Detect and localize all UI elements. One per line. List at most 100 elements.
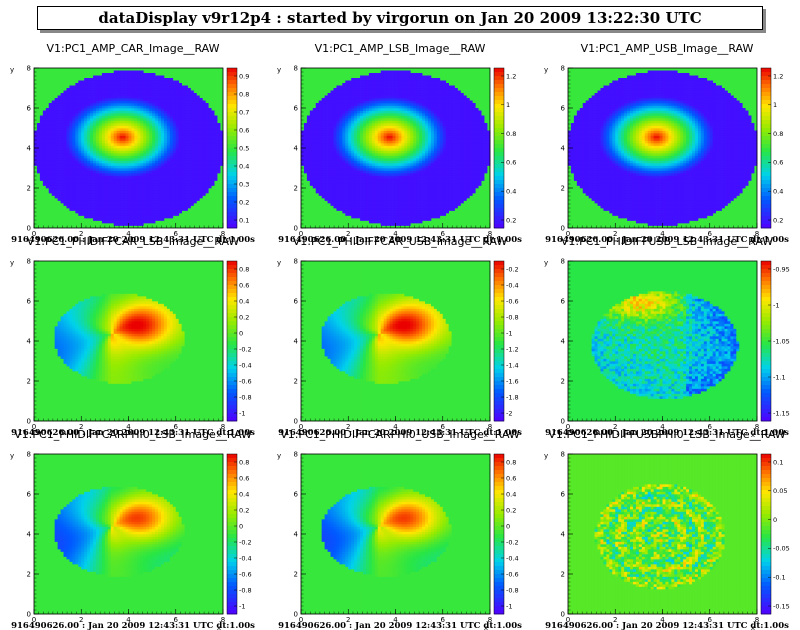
heatmap-cell xyxy=(87,123,90,126)
heatmap-cell xyxy=(140,98,143,101)
heatmap-cell xyxy=(354,201,357,204)
heatmap-cell xyxy=(369,88,372,91)
heatmap-cell xyxy=(46,173,49,176)
heatmap-cell xyxy=(396,216,399,219)
heatmap-cell xyxy=(158,91,161,94)
heatmap-cell xyxy=(325,118,328,121)
heatmap-cell xyxy=(152,96,155,99)
heatmap-cell xyxy=(37,168,40,171)
heatmap-cell xyxy=(322,106,325,109)
heatmap-cell xyxy=(69,151,72,154)
heatmap-cell xyxy=(396,91,399,94)
heatmap-cell xyxy=(396,181,399,184)
heatmap-cell xyxy=(351,126,354,129)
heatmap-cell xyxy=(339,86,342,89)
heatmap-cell xyxy=(173,118,176,121)
heatmap-cell xyxy=(179,96,182,99)
heatmap-cell xyxy=(164,108,167,111)
heatmap-cell xyxy=(167,108,170,111)
heatmap-cell xyxy=(126,221,129,224)
heatmap-cell xyxy=(137,178,140,181)
heatmap-cell xyxy=(78,148,81,151)
heatmap-cell xyxy=(188,198,191,201)
heatmap-cell xyxy=(191,146,194,149)
heatmap-cell xyxy=(152,111,155,114)
heatmap-cell xyxy=(111,213,114,216)
heatmap-cell xyxy=(146,101,149,104)
heatmap-cell xyxy=(339,111,342,114)
heatmap-cell xyxy=(199,131,202,134)
heatmap-cell xyxy=(375,106,378,109)
heatmap-cell xyxy=(398,136,401,139)
heatmap-cell xyxy=(325,131,328,134)
heatmap-cell xyxy=(129,78,132,81)
heatmap-cell xyxy=(363,133,366,136)
heatmap-cell xyxy=(87,216,90,219)
heatmap-cell xyxy=(143,206,146,209)
heatmap-cell xyxy=(310,146,313,149)
heatmap-cell xyxy=(384,188,387,191)
heatmap-cell xyxy=(357,186,360,189)
heatmap-cell xyxy=(381,101,384,104)
heatmap-cell xyxy=(102,123,105,126)
heatmap-cell xyxy=(152,206,155,209)
color-scale xyxy=(227,68,237,228)
heatmap-cell xyxy=(93,208,96,211)
heatmap-cell xyxy=(345,103,348,106)
heatmap-cell xyxy=(369,211,372,214)
heatmap-cell xyxy=(205,168,208,171)
heatmap-cell xyxy=(129,173,132,176)
heatmap-cell xyxy=(336,183,339,186)
heatmap-cell xyxy=(354,138,357,141)
heatmap-cell xyxy=(105,198,108,201)
heatmap-cell xyxy=(173,181,176,184)
heatmap-cell xyxy=(366,106,369,109)
heatmap-cell xyxy=(46,151,49,154)
heatmap-cell xyxy=(387,93,390,96)
heatmap-cell xyxy=(170,138,173,141)
heatmap-cell xyxy=(117,73,120,76)
heatmap-cell xyxy=(170,156,173,159)
heatmap-cell xyxy=(152,128,155,131)
heatmap-cell xyxy=(123,173,126,176)
heatmap-cell xyxy=(182,86,185,89)
heatmap-cell xyxy=(316,103,319,106)
heatmap-cell xyxy=(366,198,369,201)
heatmap-cell xyxy=(164,171,167,174)
heatmap-cell xyxy=(173,113,176,116)
heatmap-cell xyxy=(211,158,214,161)
heatmap-cell xyxy=(149,211,152,214)
heatmap-cell xyxy=(111,91,114,94)
heatmap-cell xyxy=(176,111,179,114)
heatmap-cell xyxy=(123,86,126,89)
heatmap-cell xyxy=(55,148,58,151)
heatmap-cell xyxy=(55,106,58,109)
heatmap-cell xyxy=(52,126,55,129)
heatmap-cell xyxy=(111,93,114,96)
heatmap-cell xyxy=(333,176,336,179)
heatmap-cell xyxy=(72,141,75,144)
heatmap-cell xyxy=(182,166,185,169)
heatmap-cell xyxy=(217,156,220,159)
heatmap-cell xyxy=(170,103,173,106)
heatmap-cell xyxy=(143,218,146,221)
heatmap-cell xyxy=(105,163,108,166)
heatmap-cell xyxy=(126,168,129,171)
heatmap-cell xyxy=(396,93,399,96)
heatmap-cell xyxy=(393,128,396,131)
heatmap-cell xyxy=(310,111,313,114)
heatmap-cell xyxy=(333,131,336,134)
heatmap-cell xyxy=(325,133,328,136)
heatmap-cell xyxy=(99,106,102,109)
heatmap-cell xyxy=(117,98,120,101)
heatmap-cell xyxy=(357,161,360,164)
heatmap-cell xyxy=(134,211,137,214)
heatmap-cell xyxy=(372,181,375,184)
heatmap-cell xyxy=(339,148,342,151)
heatmap-cell xyxy=(170,81,173,84)
heatmap-cell xyxy=(146,203,149,206)
heatmap-cell xyxy=(205,138,208,141)
heatmap-cell xyxy=(155,118,158,121)
heatmap-cell xyxy=(84,103,87,106)
heatmap-cell xyxy=(164,126,167,129)
